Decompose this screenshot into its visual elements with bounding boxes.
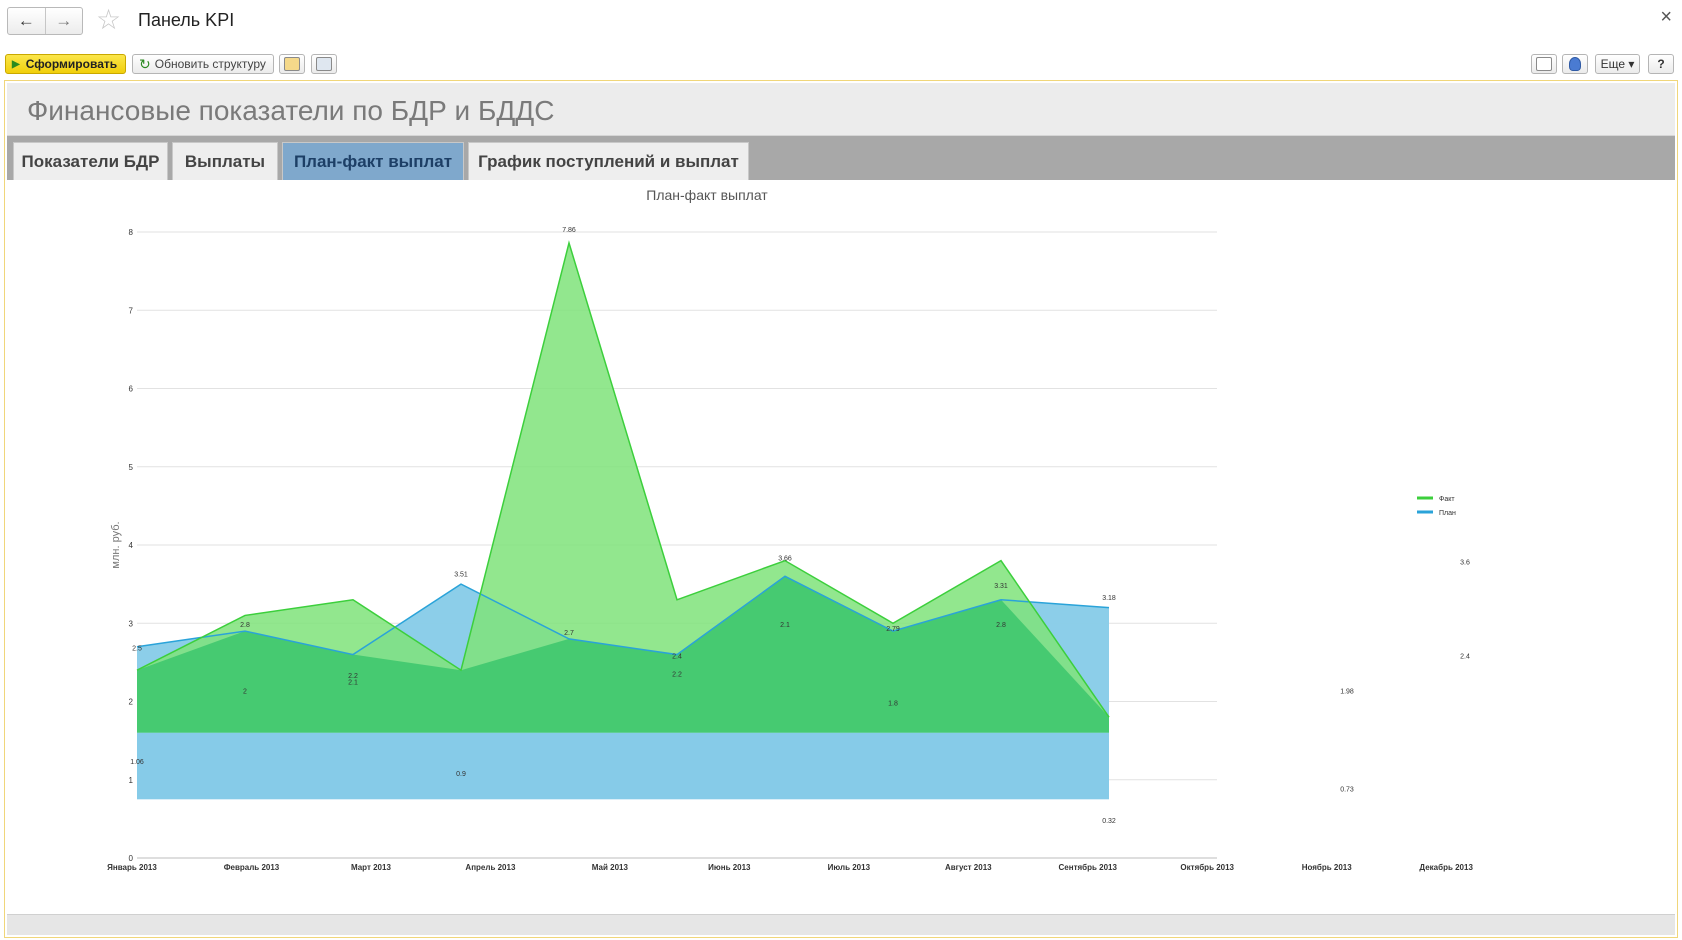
report-panel-button[interactable] bbox=[1531, 54, 1557, 74]
x-tick-label: Ноябрь 2013 bbox=[1302, 863, 1353, 872]
plan-base-band bbox=[137, 732, 1109, 800]
data-label: 0.9 bbox=[456, 771, 466, 778]
y-tick-label: 5 bbox=[129, 463, 134, 472]
data-label: 1.98 bbox=[1340, 689, 1354, 696]
help-button[interactable]: ? bbox=[1648, 54, 1674, 74]
data-label: 2.1 bbox=[348, 679, 358, 686]
y-tick-label: 2 bbox=[129, 698, 134, 707]
x-tick-label: Май 2013 bbox=[592, 863, 629, 872]
refresh-structure-button[interactable]: ↻ Обновить структуру bbox=[132, 54, 274, 74]
fact-area bbox=[137, 242, 1109, 733]
folder-settings-icon bbox=[284, 57, 300, 71]
report-form: Финансовые показатели по БДР и БДДС Пока… bbox=[4, 80, 1678, 938]
y-tick-label: 1 bbox=[129, 776, 134, 785]
data-label: 2.2 bbox=[348, 673, 358, 680]
data-label: 3.31 bbox=[994, 583, 1008, 590]
x-tick-label: Январь 2013 bbox=[107, 863, 157, 872]
arrow-right-icon: → bbox=[55, 11, 73, 30]
title-bar: ← → ☆ Панель KPI × bbox=[0, 0, 1682, 44]
fact-line bbox=[136, 240, 1110, 718]
data-label: 2 bbox=[243, 689, 247, 696]
generate-button[interactable]: ▶ Сформировать bbox=[5, 54, 126, 74]
x-tick-label: Октябрь 2013 bbox=[1180, 863, 1234, 872]
refresh-icon: ↻ bbox=[139, 55, 151, 72]
data-label: 2.4 bbox=[672, 653, 682, 660]
data-label: 3.6 bbox=[1460, 560, 1470, 567]
data-label: 1.8 bbox=[888, 700, 898, 707]
y-tick-label: 0 bbox=[129, 854, 134, 863]
data-label: 0.73 bbox=[1340, 786, 1354, 793]
y-tick-label: 3 bbox=[129, 619, 134, 628]
data-label: 2.8 bbox=[996, 622, 1006, 629]
x-tick-label: Декабрь 2013 bbox=[1419, 863, 1473, 872]
navigation-buttons: ← → bbox=[7, 7, 83, 35]
y-tick-label: 8 bbox=[129, 228, 134, 237]
plan-line bbox=[136, 575, 1110, 656]
y-axis-label: млн. руб. bbox=[110, 521, 122, 568]
data-label: 2.2 bbox=[672, 671, 682, 678]
y-tick-label: 6 bbox=[129, 385, 134, 394]
legend-label: План bbox=[1439, 510, 1456, 517]
overlap-area bbox=[137, 576, 1109, 733]
more-menu-button[interactable]: Еще ▾ bbox=[1595, 54, 1640, 74]
data-label: 2.7 bbox=[564, 630, 574, 637]
tab-payments[interactable]: Выплаты bbox=[172, 142, 278, 180]
chart-title: План-факт выплат bbox=[646, 187, 768, 203]
data-label: 3.51 bbox=[454, 571, 468, 578]
data-label: 7.86 bbox=[562, 227, 576, 234]
status-footer bbox=[7, 914, 1675, 935]
tab-plan-fact-payments[interactable]: План-факт выплат bbox=[282, 142, 464, 180]
settings-folder-button[interactable] bbox=[279, 54, 305, 74]
x-tick-label: Август 2013 bbox=[945, 863, 992, 872]
x-tick-label: Апрель 2013 bbox=[465, 863, 516, 872]
favorite-star-icon[interactable]: ☆ bbox=[96, 4, 122, 35]
plan-fact-chart: План-факт выплат млн. руб. 0 1 2 3 4 5 6 7 8 Январь… bbox=[107, 187, 1473, 872]
data-label: 2.79 bbox=[886, 626, 900, 633]
play-icon: ▶ bbox=[12, 58, 20, 70]
close-icon[interactable]: × bbox=[1660, 6, 1672, 28]
data-label: 3.18 bbox=[1102, 595, 1116, 602]
chart-area: План-факт выплат млн. руб. 0 1 2 3 4 5 6 7 8 Январь… bbox=[7, 180, 1675, 913]
save-settings-button[interactable] bbox=[311, 54, 337, 74]
lightbulb-icon bbox=[1569, 57, 1581, 71]
x-tick-label: Февраль 2013 bbox=[224, 863, 280, 872]
save-settings-icon bbox=[316, 57, 332, 71]
tabs-strip: Показатели БДР Выплаты План-факт выплат … bbox=[7, 136, 1675, 180]
arrow-left-icon: ← bbox=[17, 11, 35, 30]
data-label: 2.5 bbox=[132, 646, 142, 653]
command-bar: ▶ Сформировать ↻ Обновить структуру Еще … bbox=[0, 52, 1682, 78]
data-label: 2.8 bbox=[240, 622, 250, 629]
forward-button[interactable]: → bbox=[44, 8, 83, 34]
tab-receipts-payments-schedule[interactable]: График поступлений и выплат bbox=[468, 142, 749, 180]
x-tick-label: Июль 2013 bbox=[828, 863, 871, 872]
list-icon bbox=[1536, 57, 1552, 71]
window-title: Панель KPI bbox=[138, 10, 235, 30]
refresh-structure-label: Обновить структуру bbox=[154, 57, 266, 71]
y-tick-label: 4 bbox=[129, 541, 134, 550]
tab-bdr-indicators[interactable]: Показатели БДР bbox=[13, 142, 168, 180]
report-header: Финансовые показатели по БДР и БДДС bbox=[7, 83, 1675, 136]
legend-label: Факт bbox=[1439, 496, 1455, 503]
y-tick-label: 7 bbox=[129, 306, 134, 315]
data-label: 1.06 bbox=[130, 759, 144, 766]
x-tick-label: Июнь 2013 bbox=[708, 863, 751, 872]
generate-button-label: Сформировать bbox=[25, 57, 118, 71]
data-label: 2.1 bbox=[780, 622, 790, 629]
report-title: Финансовые показатели по БДР и БДДС bbox=[27, 95, 555, 126]
data-label: 2.4 bbox=[1460, 653, 1470, 660]
hint-button[interactable] bbox=[1562, 54, 1588, 74]
data-label: 0.32 bbox=[1102, 818, 1116, 825]
x-tick-label: Март 2013 bbox=[351, 863, 391, 872]
back-button[interactable]: ← bbox=[8, 8, 45, 34]
x-tick-label: Сентябрь 2013 bbox=[1059, 863, 1118, 872]
data-label: 3.66 bbox=[778, 556, 792, 563]
